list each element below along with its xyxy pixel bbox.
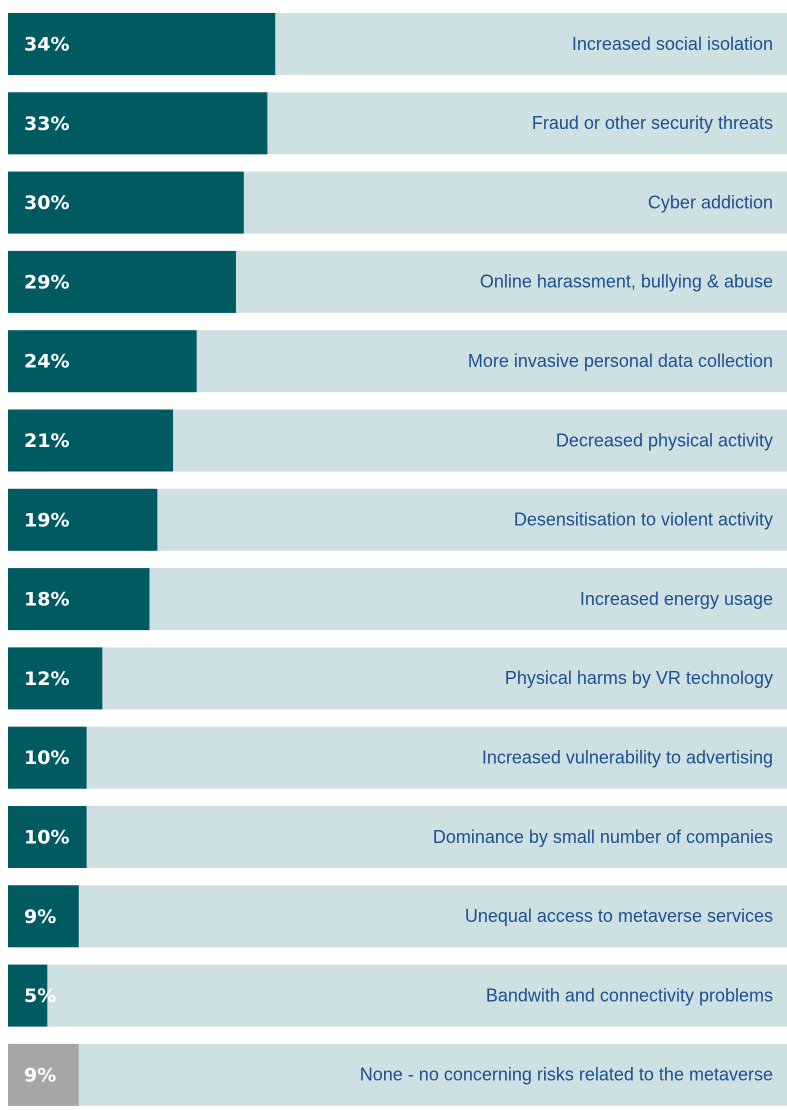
value-label: 34% — [24, 34, 69, 56]
category-label: Unequal access to metaverse services — [465, 906, 773, 926]
bar-background — [8, 806, 787, 868]
category-label: Increased social isolation — [572, 34, 773, 54]
category-label: Desensitisation to violent activity — [514, 510, 773, 530]
bar-background — [8, 726, 787, 789]
bar — [8, 964, 48, 1027]
bar-background — [8, 964, 787, 1027]
value-label: 18% — [24, 589, 69, 611]
bar — [8, 488, 158, 551]
category-label: Bandwith and connectivity problems — [486, 985, 773, 1005]
bar — [8, 409, 174, 472]
value-label: 9% — [24, 906, 56, 928]
value-label: 30% — [24, 192, 69, 214]
bar — [8, 726, 87, 789]
value-label: 12% — [24, 668, 69, 690]
bar — [8, 806, 87, 868]
bar-background — [8, 647, 787, 710]
bar — [8, 1043, 79, 1106]
category-label: Increased energy usage — [580, 589, 773, 609]
value-label: 9% — [24, 1064, 56, 1086]
category-label: Increased vulnerability to advertising — [482, 747, 773, 767]
value-label: 10% — [24, 747, 69, 769]
bar — [8, 330, 197, 393]
category-label: None - no concerning risks related to th… — [360, 1065, 773, 1085]
value-label: 21% — [24, 430, 69, 452]
bar — [8, 92, 268, 155]
bar — [8, 171, 244, 234]
category-label: Cyber addiction — [648, 192, 773, 212]
bar-background — [8, 1043, 787, 1106]
bar — [8, 885, 79, 948]
value-label: 19% — [24, 509, 69, 531]
bar — [8, 568, 150, 631]
value-label: 10% — [24, 827, 69, 849]
category-label: Fraud or other security threats — [532, 113, 773, 133]
bar — [8, 647, 103, 710]
category-label: Dominance by small number of companies — [433, 827, 773, 847]
value-label: 29% — [24, 271, 69, 293]
value-label: 33% — [24, 113, 69, 135]
value-label: 24% — [24, 351, 69, 373]
bar — [8, 250, 236, 313]
category-label: Online harassment, bullying & abuse — [480, 272, 773, 292]
category-label: Decreased physical activity — [556, 430, 773, 450]
bar — [8, 13, 276, 75]
bar-background — [8, 885, 787, 948]
category-label: Physical harms by VR technology — [505, 668, 773, 688]
category-label: More invasive personal data collection — [468, 351, 773, 371]
value-label: 5% — [24, 985, 56, 1007]
